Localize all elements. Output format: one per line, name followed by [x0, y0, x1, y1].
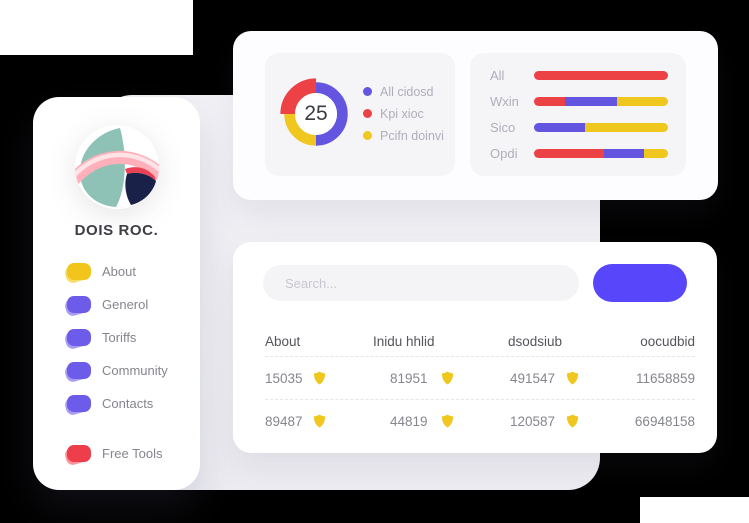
legend-item: Kpi xioc	[363, 106, 444, 121]
stacked-bar	[534, 149, 668, 158]
bar-row: Opdi	[490, 146, 668, 162]
sidebar-item-label: Community	[102, 362, 168, 378]
bar-segment	[534, 71, 668, 80]
cell-value: 81951	[390, 370, 428, 386]
bar-row: Sico	[490, 120, 668, 136]
legend-label: Kpi xioc	[380, 106, 424, 121]
table-cell: 89487	[265, 414, 373, 429]
table-row: 89487 44819 120587 66948158	[265, 399, 695, 442]
backdrop-block-top-left	[0, 0, 193, 55]
bar-segment	[534, 123, 585, 132]
brand-title: DOIS ROC.	[74, 222, 159, 239]
charts-card: 25 All cidosd Kpi xioc Pcifn doinvi All …	[233, 31, 718, 200]
column-header: About	[265, 333, 301, 349]
legend-label: Pcifn doinvi	[380, 128, 444, 143]
bar-segment	[534, 149, 604, 158]
shield-icon	[441, 371, 453, 385]
cell-value: 44819	[390, 413, 428, 429]
table-header-row: About Inidu hhlid dsodsiub oocudbid	[265, 326, 695, 356]
table-cell: 491547	[508, 371, 618, 386]
sidebar-item-label: Contacts	[102, 395, 154, 411]
table-cell: 11658859	[618, 371, 695, 386]
sidebar-item-toriffs[interactable]: Toriffs	[67, 327, 200, 347]
legend-dot-icon	[363, 87, 372, 96]
bar-segment	[584, 123, 668, 132]
sidebar-item-free-tools[interactable]: Free Tools	[67, 443, 200, 463]
cell-value: 15035	[265, 370, 303, 386]
nav-blob-icon	[67, 295, 91, 313]
donut-legend: All cidosd Kpi xioc Pcifn doinvi	[363, 84, 444, 143]
data-table: About Inidu hhlid dsodsiub oocudbid 15035 8…	[265, 326, 695, 442]
nav-blob-icon	[67, 361, 91, 379]
legend-dot-icon	[363, 109, 372, 118]
sidebar-item-label: Generol	[102, 296, 149, 312]
brand-logo-icon	[74, 125, 159, 209]
stacked-bar	[534, 97, 668, 106]
bar-category-label: Wxin	[490, 94, 519, 109]
column-header: Inidu hhlid	[373, 333, 435, 349]
legend-item: All cidosd	[363, 84, 444, 99]
nav-blob-icon	[67, 444, 91, 462]
table-cell: 15035	[265, 371, 373, 386]
bar-category-label: Sico	[490, 120, 516, 135]
legend-dot-icon	[363, 131, 372, 140]
bar-segment	[564, 97, 618, 106]
sidebar-item-label: Toriffs	[102, 329, 137, 345]
search-row	[263, 264, 687, 302]
sidebar: DOIS ROC. About Generol Toriffs Communit…	[33, 97, 200, 490]
bar-row: All	[490, 68, 668, 84]
shield-icon	[313, 414, 325, 428]
sidebar-item-label: Free Tools	[102, 445, 163, 461]
nav-blob-icon	[67, 262, 91, 280]
shield-icon	[566, 371, 579, 385]
cell-value: 120587	[510, 413, 556, 429]
legend-item: Pcifn doinvi	[363, 128, 444, 143]
column-header: oocudbid	[640, 333, 695, 349]
bar-category-label: Opdi	[490, 146, 518, 161]
cell-value: 11658859	[635, 370, 695, 386]
bar-row: Wxin	[490, 94, 668, 110]
column-header: dsodsiub	[508, 333, 563, 349]
stacked-bar	[534, 123, 668, 132]
sidebar-item-contacts[interactable]: Contacts	[67, 393, 200, 413]
shield-icon	[441, 414, 453, 428]
donut-chart: 25	[275, 73, 357, 155]
sidebar-item-about[interactable]: About	[67, 261, 200, 281]
table-cell: 81951	[373, 371, 508, 386]
sidebar-item-community[interactable]: Community	[67, 360, 200, 380]
search-input[interactable]	[263, 265, 579, 301]
nav-blob-icon	[67, 394, 91, 412]
table-card: About Inidu hhlid dsodsiub oocudbid 15035 8…	[233, 242, 717, 453]
sidebar-item-label: About	[102, 263, 136, 279]
cell-value: 491547	[510, 370, 556, 386]
bar-segment	[643, 149, 668, 158]
sidebar-item-generol[interactable]: Generol	[67, 294, 200, 314]
sidebar-nav: About Generol Toriffs Community Contacts…	[33, 261, 200, 463]
shield-icon	[313, 371, 325, 385]
table-cell: 44819	[373, 414, 508, 429]
bar-segment	[534, 97, 565, 106]
bar-category-label: All	[490, 68, 505, 83]
bar-segment	[603, 149, 644, 158]
table-cell: 120587	[508, 414, 618, 429]
table-row: 15035 81951 491547 11658859	[265, 356, 695, 399]
cell-value: 66948158	[634, 413, 695, 429]
shield-icon	[566, 414, 579, 428]
backdrop-block-bottom-right	[640, 497, 749, 523]
primary-action-button[interactable]	[593, 264, 687, 302]
donut-center-value: 25	[304, 102, 328, 125]
stacked-bar	[534, 71, 668, 80]
table-cell: 66948158	[618, 414, 695, 429]
legend-label: All cidosd	[380, 84, 434, 99]
bar-segment	[617, 97, 668, 106]
stacked-bars-panel: All Wxin Sico Opdi	[470, 53, 686, 176]
cell-value: 89487	[265, 413, 303, 429]
nav-blob-icon	[67, 328, 91, 346]
donut-panel: 25 All cidosd Kpi xioc Pcifn doinvi	[265, 53, 455, 176]
